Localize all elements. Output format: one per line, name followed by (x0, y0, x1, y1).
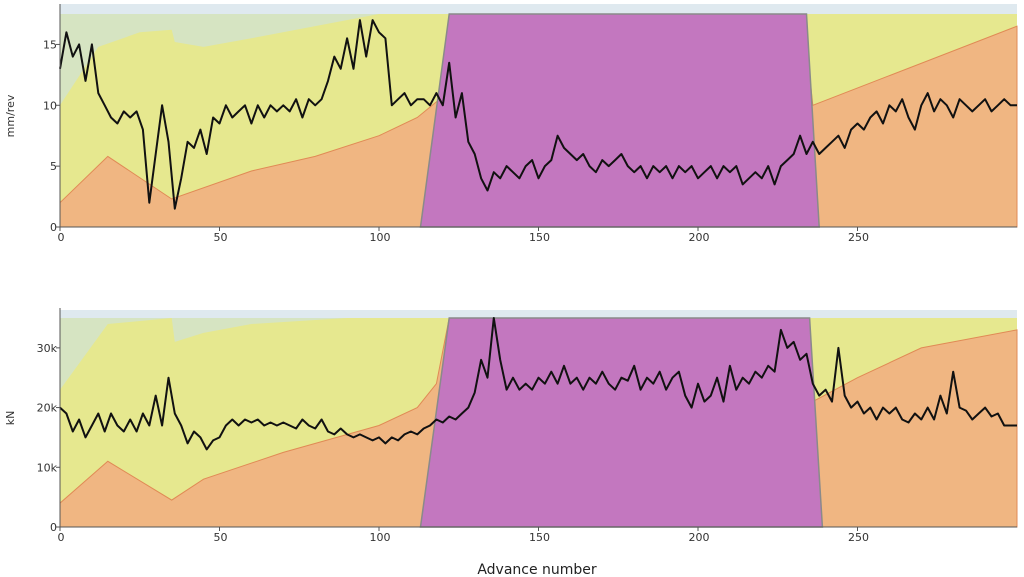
feed-rate-chart: 0 50 100 150 200 250 0 5 10 15 mm/rev (4, 4, 1018, 244)
x-tick-label: 150 (529, 231, 550, 244)
y-tick-label: 10k (37, 461, 58, 474)
x-tick-label: 100 (370, 531, 391, 544)
band-areas (59, 13, 1018, 228)
magenta-band (419, 13, 820, 228)
y-tick-label: 20k (37, 402, 58, 415)
series-lines (59, 19, 1017, 210)
x-tick-label: 50 (214, 531, 228, 544)
x-tick-label: 200 (689, 231, 710, 244)
y-tick-label: 10 (43, 99, 57, 112)
x-tick-label: 0 (58, 531, 65, 544)
y-tick-label: 15 (43, 38, 57, 51)
band-areas (59, 317, 1018, 528)
x-tick-label: 250 (848, 531, 869, 544)
y-tick-label: 5 (50, 160, 57, 173)
x-axis-title: Advance number (477, 562, 597, 577)
y-axis-title-kn: kN (4, 411, 17, 426)
x-tick-label: 100 (370, 231, 391, 244)
y-tick-label: 0 (50, 521, 57, 534)
thrust-chart: 0 50 100 150 200 250 0 10k 20k 30k kN (4, 308, 1018, 544)
series-line (59, 19, 1017, 210)
x-tick-label: 150 (529, 531, 550, 544)
y-tick-label: 0 (50, 221, 57, 234)
y-axis-title-mm-rev: mm/rev (4, 94, 17, 137)
x-tick-label: 250 (848, 231, 869, 244)
y-tick-label: 30k (37, 342, 58, 355)
series-lines (59, 317, 1017, 451)
axes: 0 50 100 150 200 250 0 5 10 15 (43, 4, 1017, 244)
magenta-band (419, 317, 824, 528)
x-tick-label: 50 (214, 231, 228, 244)
axes: 0 50 100 150 200 250 0 10k 20k 30k (37, 308, 1017, 544)
series-line (59, 317, 1017, 451)
x-tick-label: 200 (689, 531, 710, 544)
x-tick-label: 0 (58, 231, 65, 244)
